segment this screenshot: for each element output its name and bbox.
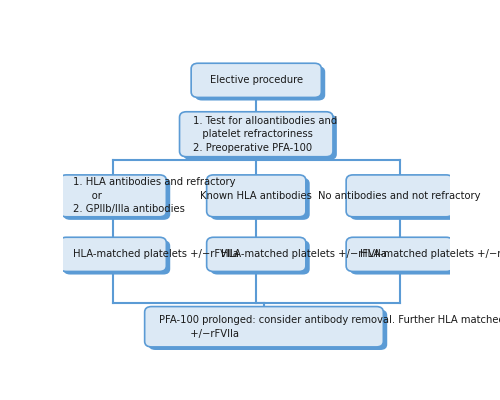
FancyBboxPatch shape [64, 178, 170, 220]
FancyBboxPatch shape [144, 306, 384, 347]
FancyBboxPatch shape [346, 237, 453, 272]
Text: Elective procedure: Elective procedure [210, 75, 303, 85]
FancyBboxPatch shape [346, 175, 453, 217]
FancyBboxPatch shape [64, 240, 170, 274]
Text: PFA-100 prolonged: consider antibody removal. Further HLA matched platelets
    : PFA-100 prolonged: consider antibody rem… [158, 315, 500, 338]
FancyBboxPatch shape [206, 237, 306, 272]
Text: 1. HLA antibodies and refractory
      or
2. GPIIb/IIIa antibodies: 1. HLA antibodies and refractory or 2. G… [74, 177, 236, 214]
FancyBboxPatch shape [191, 63, 322, 98]
FancyBboxPatch shape [60, 175, 166, 217]
Text: HLA-matched platelets +/−rFVIIa: HLA-matched platelets +/−rFVIIa [220, 249, 386, 259]
FancyBboxPatch shape [60, 237, 166, 272]
FancyBboxPatch shape [206, 175, 306, 217]
FancyBboxPatch shape [350, 178, 457, 220]
FancyBboxPatch shape [210, 240, 310, 274]
FancyBboxPatch shape [350, 240, 457, 274]
FancyBboxPatch shape [195, 66, 325, 100]
Text: HLA-matched platelets +/−rFVIIa: HLA-matched platelets +/−rFVIIa [74, 249, 239, 259]
FancyBboxPatch shape [184, 115, 337, 160]
Text: Known HLA antibodies: Known HLA antibodies [200, 191, 312, 201]
Text: HLA-matched platelets +/−rFVIIa: HLA-matched platelets +/−rFVIIa [360, 249, 500, 259]
FancyBboxPatch shape [148, 310, 387, 350]
Text: 1. Test for alloantibodies and
   platelet refractoriness
2. Preoperative PFA-10: 1. Test for alloantibodies and platelet … [194, 116, 338, 153]
Text: No antibodies and not refractory: No antibodies and not refractory [318, 191, 481, 201]
FancyBboxPatch shape [210, 178, 310, 220]
FancyBboxPatch shape [180, 112, 333, 157]
